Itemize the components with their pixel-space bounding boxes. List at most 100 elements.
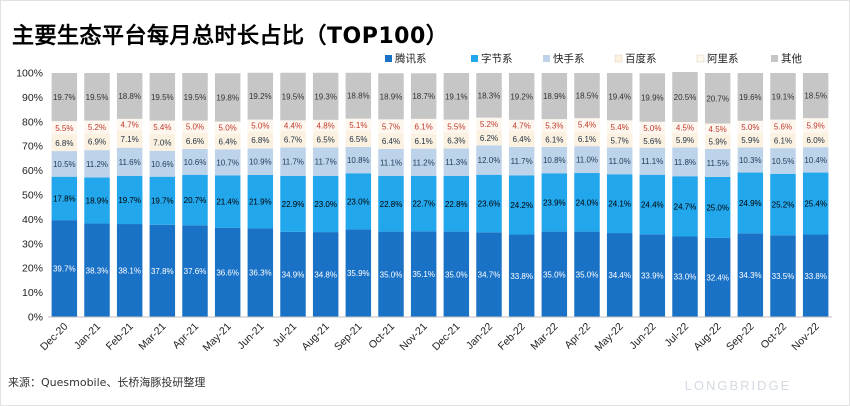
y-tick-label: 50% bbox=[22, 190, 43, 202]
legend-swatch bbox=[696, 54, 705, 63]
legend-label: 阿里系 bbox=[707, 53, 739, 65]
data-label: 20.7% bbox=[706, 94, 729, 103]
data-label: 19.2% bbox=[510, 92, 533, 101]
bar-segment bbox=[606, 120, 633, 134]
bar-segment bbox=[345, 72, 372, 119]
data-label: 18.9% bbox=[380, 92, 403, 101]
data-label: 34.8% bbox=[314, 271, 337, 280]
bar-segment bbox=[51, 151, 78, 177]
bar-segment bbox=[410, 118, 437, 134]
data-label: 19.8% bbox=[216, 93, 239, 102]
bar-segment bbox=[247, 174, 274, 229]
data-label: 23.0% bbox=[314, 200, 337, 209]
bar-segment bbox=[116, 175, 143, 225]
data-label: 18.5% bbox=[576, 92, 599, 101]
bar-segment bbox=[443, 175, 470, 232]
y-tick-label: 10% bbox=[22, 287, 43, 299]
bar-segment bbox=[770, 73, 796, 120]
bar-segment bbox=[639, 134, 666, 148]
bar-segment bbox=[345, 146, 372, 174]
x-tick-label: Jul-22 bbox=[662, 321, 691, 350]
data-label: 11.5% bbox=[707, 159, 729, 168]
data-label: 22.8% bbox=[445, 200, 468, 209]
data-label: 35.1% bbox=[412, 270, 435, 279]
data-label: 5.0% bbox=[741, 123, 759, 132]
x-tick-label: Apr-22 bbox=[562, 321, 593, 352]
data-label: 6.1% bbox=[774, 137, 792, 146]
bar-segment bbox=[672, 133, 698, 148]
data-label: 5.3% bbox=[545, 122, 563, 131]
data-label: 10.5% bbox=[772, 157, 795, 166]
data-label: 5.1% bbox=[349, 121, 367, 130]
data-label: 5.5% bbox=[447, 122, 465, 131]
bar-segment bbox=[770, 133, 796, 149]
data-label: 11.0% bbox=[609, 157, 631, 166]
data-label: 5.0% bbox=[643, 124, 661, 133]
data-label: 37.6% bbox=[184, 267, 207, 276]
bar-segment bbox=[182, 132, 208, 149]
data-label: 6.3% bbox=[447, 137, 465, 146]
data-label: 5.9% bbox=[676, 136, 694, 145]
data-label: 11.7% bbox=[315, 158, 337, 167]
bar-segment bbox=[508, 234, 535, 317]
data-label: 19.7% bbox=[118, 196, 141, 205]
bar-segment bbox=[672, 236, 698, 317]
data-label: 6.8% bbox=[55, 139, 73, 148]
data-label: 36.3% bbox=[249, 269, 272, 278]
legend-swatch bbox=[471, 55, 478, 62]
data-label: 10.7% bbox=[216, 158, 239, 167]
bar-segment bbox=[737, 172, 764, 234]
x-tick-label: Nov-22 bbox=[789, 321, 822, 354]
data-label: 10.9% bbox=[249, 158, 272, 167]
bar-segment bbox=[51, 134, 78, 152]
bar-segment bbox=[606, 147, 633, 175]
data-label: 34.4% bbox=[608, 271, 631, 280]
data-label: 5.9% bbox=[709, 138, 727, 147]
data-label: 11.8% bbox=[674, 158, 696, 167]
bar-segment bbox=[443, 119, 470, 134]
data-label: 33.0% bbox=[674, 273, 697, 282]
legend-swatch bbox=[543, 55, 550, 62]
data-label: 38.1% bbox=[118, 267, 141, 276]
data-label: 18.5% bbox=[804, 92, 827, 101]
x-tick-label: May-21 bbox=[201, 321, 234, 354]
x-tick-label: Feb-21 bbox=[104, 321, 136, 353]
bar-segment bbox=[312, 72, 339, 120]
data-label: 10.6% bbox=[151, 160, 174, 169]
x-tick-label: Sep-21 bbox=[332, 321, 365, 354]
bar-segment bbox=[149, 133, 176, 151]
data-label: 19.3% bbox=[314, 92, 337, 101]
x-tick-label: Jun-21 bbox=[235, 321, 266, 352]
bar-segment bbox=[378, 133, 404, 149]
bar-segment bbox=[116, 118, 143, 131]
x-tick-label: Dec-20 bbox=[38, 321, 71, 354]
data-label: 34.3% bbox=[739, 271, 762, 280]
bar-segment bbox=[508, 146, 535, 176]
x-tick-label: Oct-21 bbox=[366, 321, 397, 352]
bar-segment bbox=[214, 175, 241, 228]
bar-segment bbox=[639, 73, 666, 122]
data-label: 5.4% bbox=[153, 123, 171, 132]
data-label: 11.1% bbox=[380, 158, 402, 167]
bar-segment bbox=[672, 122, 698, 134]
bar-segment bbox=[378, 148, 404, 176]
bar-segment bbox=[280, 147, 306, 176]
data-label: 11.2% bbox=[86, 160, 108, 169]
legend-label: 腾讯系 bbox=[395, 52, 427, 65]
data-label: 6.9% bbox=[88, 138, 106, 147]
data-label: 5.7% bbox=[611, 136, 629, 145]
data-label: 24.2% bbox=[510, 201, 533, 210]
bar-segment bbox=[476, 174, 502, 233]
data-label: 24.1% bbox=[608, 200, 631, 209]
bar-segment bbox=[312, 147, 339, 176]
x-tick-label: Jan-22 bbox=[464, 321, 495, 352]
data-label: 6.5% bbox=[317, 135, 335, 144]
data-label: 24.9% bbox=[739, 199, 762, 208]
bar-segment bbox=[410, 148, 437, 176]
data-label: 22.7% bbox=[412, 200, 435, 209]
bar-segment bbox=[280, 72, 306, 121]
bar-segment bbox=[443, 73, 470, 120]
data-label: 4.4% bbox=[284, 122, 302, 131]
bar-segment bbox=[704, 134, 731, 149]
